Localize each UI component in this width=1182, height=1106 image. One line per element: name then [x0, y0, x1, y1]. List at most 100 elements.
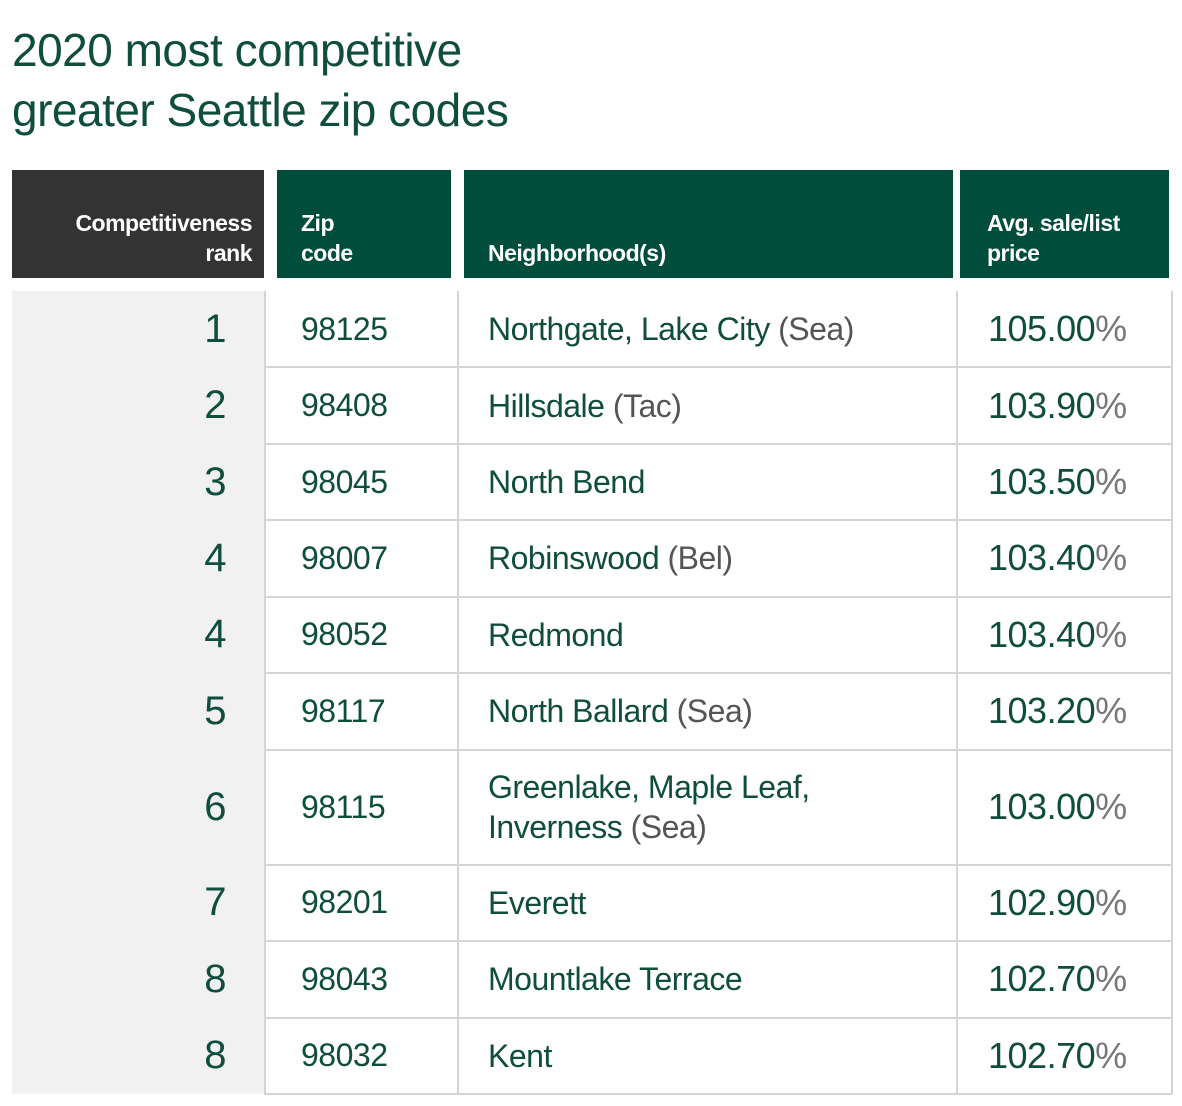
- avg-price-cell: 102.70%: [988, 1018, 1168, 1094]
- rank-cell: 3: [204, 459, 226, 504]
- avg-price-value: 103.40: [988, 613, 1096, 655]
- header-neighborhood: Neighborhood(s): [464, 170, 953, 278]
- column-divider: [956, 291, 958, 1094]
- neighborhood-name: North Ballard: [488, 693, 669, 730]
- neighborhood-name: Redmond: [488, 616, 624, 653]
- zip-cell: 98201: [301, 884, 388, 921]
- zip-cell: 98007: [301, 539, 388, 576]
- chart-title: 2020 most competitive greater Seattle zi…: [12, 20, 509, 140]
- zip-cell: 98032: [301, 1037, 388, 1074]
- title-line-2: greater Seattle zip codes: [12, 84, 509, 136]
- neighborhood-name-line-2: Inverness: [488, 809, 623, 846]
- avg-price-cell: 102.90%: [988, 865, 1168, 941]
- neighborhood-cell: Mountlake Terrace: [488, 941, 948, 1017]
- avg-price-cell: 103.40%: [988, 597, 1168, 673]
- neighborhood-name: Hillsdale: [488, 387, 605, 424]
- neighborhood-name: North Bend: [488, 464, 645, 501]
- row-divider: [264, 1016, 1172, 1019]
- percent-sign: %: [1095, 384, 1127, 426]
- neighborhood-cell: Greenlake, Maple Leaf, Inverness (Sea): [488, 750, 948, 865]
- avg-price-value: 105.00: [988, 308, 1096, 350]
- neighborhood-cell: North Bend: [488, 444, 948, 520]
- rank-cell: 4: [204, 535, 226, 580]
- rank-column-background: [12, 291, 264, 1094]
- header-zip-line-2: code: [301, 240, 353, 266]
- avg-price-value: 102.70: [988, 958, 1096, 1000]
- city-abbreviation: (Sea): [778, 311, 854, 348]
- avg-price-cell: 103.40%: [988, 520, 1168, 596]
- zip-cell: 98052: [301, 616, 388, 653]
- zip-cell: 98125: [301, 310, 388, 347]
- zip-cell: 98115: [301, 788, 386, 825]
- avg-price-cell: 103.90%: [988, 367, 1168, 443]
- rank-cell: 8: [204, 956, 226, 1001]
- header-zip: Zip code: [277, 170, 451, 278]
- column-divider: [1171, 291, 1173, 1094]
- row-divider: [264, 1093, 1172, 1095]
- header-rank-line-2: rank: [205, 240, 252, 266]
- rank-cell: 7: [204, 880, 226, 925]
- percent-sign: %: [1095, 308, 1127, 350]
- avg-price-value: 103.50: [988, 461, 1096, 503]
- row-divider: [264, 442, 1172, 445]
- neighborhood-name: Robinswood: [488, 540, 660, 577]
- neighborhood-cell: Redmond: [488, 597, 948, 673]
- column-divider: [457, 291, 459, 1094]
- city-abbreviation: (Sea): [676, 693, 753, 730]
- neighborhood-name: Kent: [488, 1037, 552, 1074]
- zip-cell: 98043: [301, 960, 388, 997]
- zip-cell: 98045: [301, 463, 388, 500]
- row-divider: [264, 595, 1172, 598]
- header-rank-line-1: Competitiveness: [75, 210, 252, 236]
- row-divider: [264, 748, 1172, 751]
- city-abbreviation: (Tac): [612, 387, 682, 424]
- avg-price-cell: 103.20%: [988, 673, 1168, 749]
- row-divider: [264, 519, 1172, 522]
- rank-cell: 1: [204, 306, 226, 351]
- neighborhood-cell: North Ballard (Sea): [488, 673, 948, 749]
- avg-price-value: 103.40: [988, 537, 1096, 579]
- percent-sign: %: [1095, 1034, 1127, 1076]
- avg-price-value: 102.90: [988, 881, 1096, 923]
- zip-cell: 98408: [301, 387, 388, 424]
- neighborhood-cell: Everett: [488, 865, 948, 941]
- avg-price-value: 102.70: [988, 1034, 1096, 1076]
- row-divider: [264, 366, 1172, 369]
- header-zip-line-1: Zip: [301, 210, 335, 236]
- percent-sign: %: [1095, 690, 1127, 732]
- percent-sign: %: [1095, 881, 1127, 923]
- city-abbreviation: (Bel): [667, 540, 734, 577]
- avg-price-value: 103.20: [988, 690, 1096, 732]
- neighborhood-cell: Hillsdale (Tac): [488, 367, 948, 443]
- percent-sign: %: [1095, 613, 1127, 655]
- avg-price-cell: 105.00%: [988, 291, 1168, 367]
- row-divider: [264, 940, 1172, 943]
- header-avg-line-1: Avg. sale/list: [987, 210, 1120, 236]
- percent-sign: %: [1095, 461, 1127, 503]
- header-avg-line-2: price: [987, 240, 1040, 266]
- percent-sign: %: [1095, 537, 1127, 579]
- title-line-1: 2020 most competitive: [12, 24, 462, 76]
- neighborhood-cell: Robinswood (Bel): [488, 520, 948, 596]
- row-divider: [264, 672, 1172, 675]
- column-divider: [264, 291, 266, 1094]
- rank-cell: 8: [204, 1033, 226, 1078]
- header-rank: Competitiveness rank: [12, 170, 264, 278]
- neighborhood-name: Greenlake, Maple Leaf,: [488, 769, 810, 806]
- avg-price-cell: 102.70%: [988, 941, 1168, 1017]
- header-avg-price: Avg. sale/list price: [960, 170, 1169, 278]
- percent-sign: %: [1095, 958, 1127, 1000]
- avg-price-cell: 103.00%: [988, 750, 1168, 865]
- neighborhood-name: Mountlake Terrace: [488, 961, 743, 998]
- neighborhood-cell: Northgate, Lake City (Sea): [488, 291, 948, 367]
- neighborhood-cell: Kent: [488, 1018, 948, 1094]
- rank-cell: 2: [204, 383, 226, 428]
- neighborhood-name: Northgate, Lake City: [488, 311, 770, 348]
- avg-price-value: 103.00: [988, 786, 1096, 828]
- avg-price-cell: 103.50%: [988, 444, 1168, 520]
- rank-cell: 5: [204, 688, 226, 733]
- neighborhood-name: Everett: [488, 884, 586, 921]
- percent-sign: %: [1095, 786, 1127, 828]
- rank-cell: 4: [204, 612, 226, 657]
- row-divider: [264, 863, 1172, 866]
